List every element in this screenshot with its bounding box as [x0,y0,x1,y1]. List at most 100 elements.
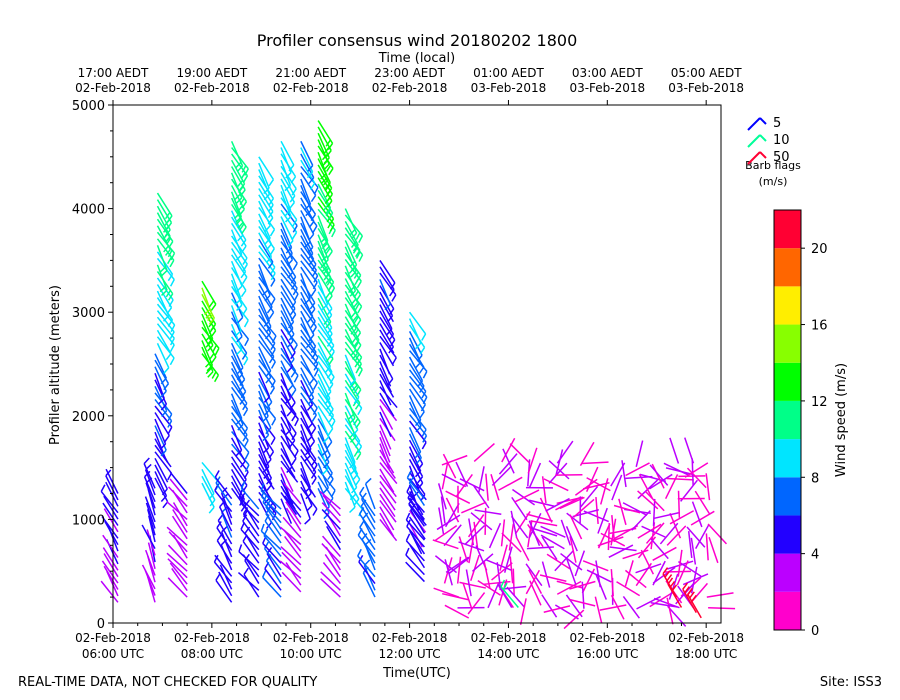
wind-barb [231,431,250,460]
barb-shaft [344,443,357,469]
barb-flag [167,215,173,223]
barb-flag [170,324,176,333]
barb-flag [353,290,359,299]
barb-flag [355,421,361,429]
barb-shaft [280,278,297,303]
barb-shaft [280,197,298,221]
wind-barb [147,509,156,536]
barb-shaft [324,554,342,578]
wind-barb [539,574,567,582]
barb-flag [351,385,358,392]
colorbar-bin [774,286,801,325]
barb-flag [243,471,249,479]
barb-shaft [230,368,247,392]
barb-flag [414,361,422,369]
wind-barb [156,342,170,374]
barb-shaft [379,455,396,479]
wind-barb [285,501,302,525]
barb-shaft [539,574,567,582]
barb-shaft [676,560,689,586]
barb-flag [284,429,292,436]
wind-barb [105,468,119,494]
barb-flag [325,277,332,284]
barb-shaft [167,577,188,598]
barb-shaft [264,548,282,571]
barb-shaft [230,323,243,350]
barb-shaft [500,586,519,608]
wind-barb [599,478,609,505]
wind-barb [258,333,275,364]
barb-flag [169,259,175,268]
wind-barb [359,520,376,551]
barb-flag [284,216,292,223]
barb-flag [308,233,315,241]
barb-flag [365,477,372,485]
barb-flag [325,270,332,278]
barb-flag [168,241,174,249]
barb-flag [217,514,224,521]
wind-barb [280,410,297,441]
barb-shaft [321,508,341,530]
barb-flag [349,290,356,297]
wind-barb [406,470,425,500]
barb-flag [322,487,329,494]
barb-shaft [344,392,356,419]
wind-barb [344,449,359,481]
barb-shaft [280,441,293,468]
barb-shaft [230,393,243,419]
barb-shaft [154,359,170,384]
wind-barb [599,604,627,611]
barb-flag [158,398,165,405]
barb-flag [164,229,171,237]
barb-shaft [300,222,314,248]
wind-barb [707,523,728,545]
barb-flag [216,521,222,529]
wind-barb [473,443,495,463]
barb-shaft [669,510,695,525]
wind-barb [148,515,156,543]
wind-barb [166,501,188,520]
barb-flag [292,287,298,296]
barb-shaft [569,580,596,590]
barb-flag [290,370,297,378]
barb-shaft [258,422,270,449]
wind-barb [258,378,273,409]
barb-flag [327,428,334,436]
wind-barb [280,485,296,510]
barb-flag [290,351,296,360]
wind-barb [171,568,188,592]
barb-flag [263,472,270,479]
barb-flag [266,477,272,485]
barb-flag [350,264,358,272]
wind-barb [300,197,315,228]
barb-flag [235,254,243,261]
barb-flag [293,293,299,302]
wind-barb [379,455,396,479]
wind-barb [100,580,119,603]
wind-barb [511,496,528,521]
wind-barb [156,297,174,327]
wind-barb [559,496,585,510]
barb-shaft [102,502,119,526]
barb-shaft [280,159,292,186]
barb-flag [239,397,246,405]
barb-shaft [652,560,666,586]
barb-shaft [320,578,341,598]
wind-barb [379,487,396,511]
barb-flag [328,168,334,176]
wind-barb [669,510,695,525]
wind-barb [230,229,243,261]
wind-barb [649,464,669,486]
barb-flag [349,506,356,514]
barb-shaft [563,609,585,630]
wind-barb [456,556,462,584]
wind-barb [230,273,242,305]
barb-shaft [408,503,426,527]
barb-shaft [280,247,294,273]
wind-barb [167,577,188,598]
barb-shaft [441,454,468,466]
barb-flag [270,361,276,369]
wind-barb [300,178,312,211]
barb-flag [304,518,311,525]
